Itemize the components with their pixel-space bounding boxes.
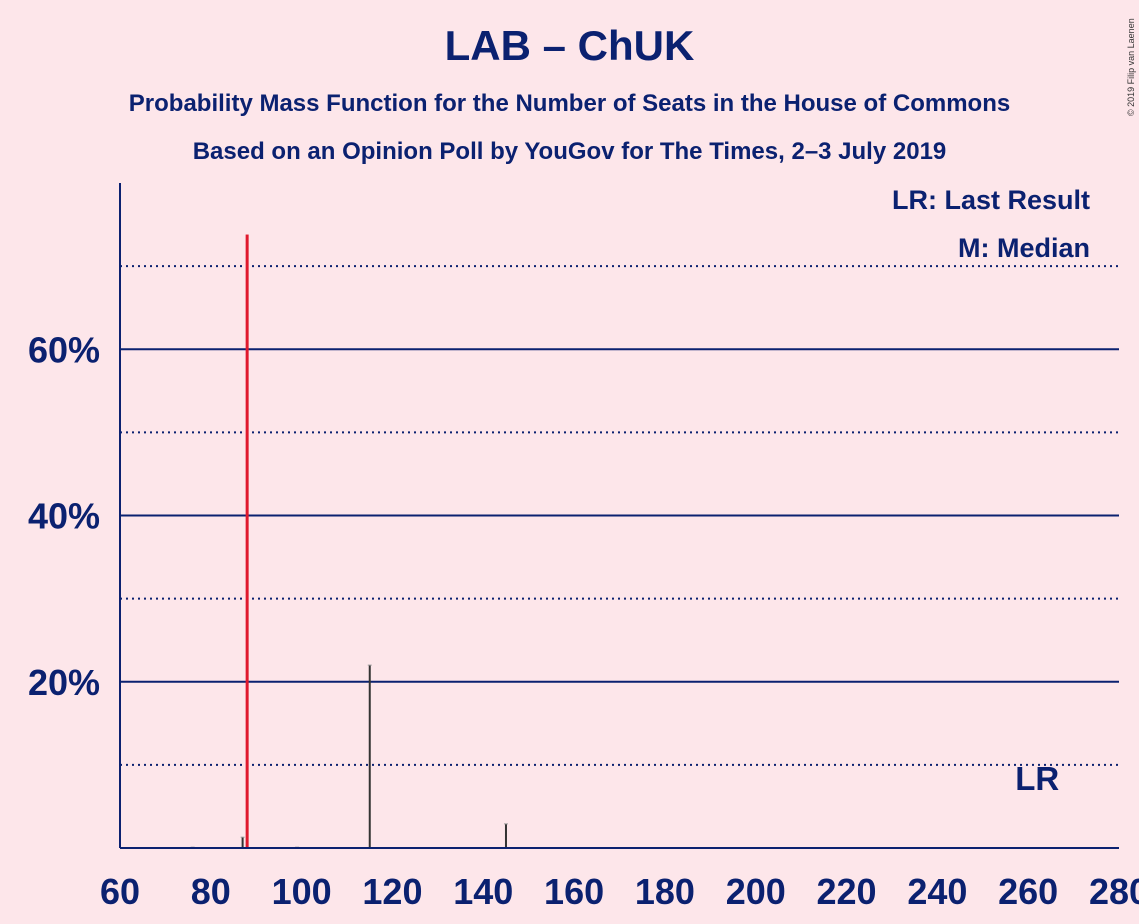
chart-subtitle: Probability Mass Function for the Number…	[128, 90, 1011, 117]
grid-lines	[120, 265, 1119, 766]
bar-87	[241, 837, 244, 848]
chart-source: Based on an Opinion Poll by YouGov for T…	[192, 138, 947, 165]
x-tick-label-100: 100	[272, 871, 332, 912]
x-tick-label-220: 220	[817, 871, 877, 912]
x-tick-label-240: 240	[907, 871, 967, 912]
y-tick-label-20: 20%	[28, 662, 100, 703]
legend-median: M: Median	[958, 233, 1090, 263]
median-bar	[245, 234, 249, 849]
bars	[190, 234, 508, 849]
x-tick-label-200: 200	[726, 871, 786, 912]
x-tick-label-280: 280	[1089, 871, 1139, 912]
x-tick-label-60: 60	[100, 871, 140, 912]
x-tick-labels: 60 80 100 120 140 160 180 200 220 240 260 280	[100, 871, 1139, 912]
bar-115	[368, 665, 371, 848]
bar-145	[504, 823, 507, 848]
x-tick-label-80: 80	[191, 871, 231, 912]
last-result-marker: LR	[1015, 760, 1059, 797]
chart-title: LAB – ChUK	[444, 22, 695, 69]
y-tick-label-60: 60%	[28, 329, 100, 370]
x-tick-label-160: 160	[544, 871, 604, 912]
y-tick-labels: 20% 40% 60%	[28, 329, 100, 703]
x-tick-label-120: 120	[362, 871, 422, 912]
x-tick-label-180: 180	[635, 871, 695, 912]
x-tick-label-140: 140	[453, 871, 513, 912]
legend-last-result: LR: Last Result	[892, 185, 1090, 215]
x-tick-label-260: 260	[998, 871, 1058, 912]
y-tick-label-40: 40%	[28, 496, 100, 537]
